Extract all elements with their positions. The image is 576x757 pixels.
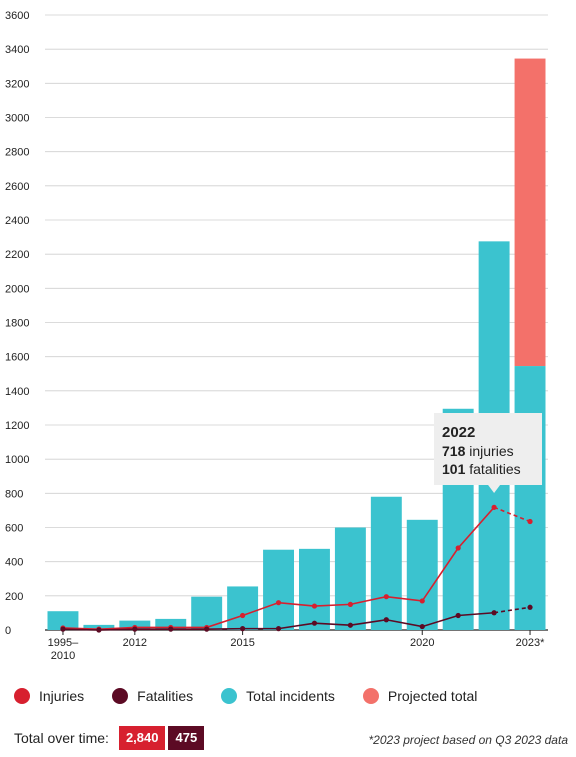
injuries-point [419, 598, 425, 604]
tooltip-box [434, 413, 542, 485]
legend-item-total-incidents: Total incidents [221, 688, 335, 704]
fatalities-point [455, 612, 461, 619]
y-tick-label: 1800 [5, 318, 29, 330]
y-tick-label: 600 [5, 523, 23, 535]
y-tick-label: 0 [5, 625, 11, 637]
injuries-point [240, 612, 246, 619]
injuries-point [527, 518, 533, 525]
fatalities-point [132, 626, 138, 632]
legend-item-projected-total: Projected total [362, 688, 478, 704]
chart-legend: Injuries Fatalities Total incidents Proj… [14, 684, 574, 708]
injuries-point [455, 545, 461, 551]
total-incidents-bar [299, 548, 330, 630]
x-tick-label: 1995– [48, 637, 79, 649]
projected-total-bar [514, 58, 546, 367]
injuries-point [311, 603, 318, 609]
y-tick-label: 2600 [5, 181, 29, 193]
y-tick-label: 1600 [5, 352, 29, 364]
y-tick-label: 2800 [5, 147, 29, 159]
totals-row: Total over time: 2,840 475 [14, 725, 207, 751]
x-tick-label: 2015 [230, 637, 254, 649]
tooltip-fatalities: 101 fatalities [442, 461, 521, 477]
fatalities-point [347, 622, 353, 628]
totals-label: Total over time: [14, 730, 109, 746]
y-tick-label: 3600 [5, 10, 29, 22]
incidents-chart: 0 200 400 600 800 1000 1200 1400 1600 1800 2000 220… [5, 10, 548, 662]
fatalities-point [240, 626, 246, 632]
fatalities-point [204, 626, 210, 632]
injuries-point [383, 594, 389, 600]
legend-item-fatalities: Fatalities [112, 688, 193, 704]
y-tick-label: 2200 [5, 249, 29, 261]
fatalities-point [311, 620, 318, 626]
tooltip-pointer [488, 485, 501, 493]
x-tick-label: 2010 [51, 650, 75, 662]
total-incidents-bar [514, 366, 546, 630]
footnote: *2023 project based on Q3 2023 data [368, 733, 569, 747]
total-incidents-bar [406, 519, 438, 630]
y-tick-label: 400 [5, 557, 23, 569]
total-incidents-bar [227, 586, 259, 630]
x-tick-label: 2023* [516, 637, 545, 649]
legend-label-fatalities: Fatalities [137, 688, 194, 704]
fatalities-point [419, 623, 425, 630]
tooltip-year: 2022 [442, 424, 475, 441]
injuries-point [491, 504, 497, 510]
fatalities-point [60, 626, 66, 632]
total-injuries-badge: 2,840 [118, 726, 166, 750]
y-tick-label: 1400 [5, 386, 29, 398]
y-tick-label: 3000 [5, 113, 29, 125]
y-tick-label: 3200 [5, 78, 29, 90]
total-incidents-bar [334, 527, 366, 630]
y-tick-label: 200 [5, 591, 23, 603]
fatalities-point [168, 626, 174, 632]
total-fatalities-badge: 475 [168, 726, 205, 750]
total-incidents-bar [155, 618, 187, 630]
injuries-point [347, 601, 353, 607]
total-incidents-bar [370, 496, 402, 630]
total-incidents-legend-dot-icon [221, 688, 238, 704]
x-tick-label: 2020 [410, 637, 434, 649]
total-incidents-bar [263, 549, 294, 630]
total-incidents-bar [47, 611, 79, 630]
y-tick-label: 2400 [5, 215, 29, 227]
fatalities-legend-dot-icon [112, 688, 129, 704]
legend-label-total-incidents: Total incidents [246, 688, 335, 704]
y-tick-label: 1000 [5, 454, 29, 466]
fatalities-point [491, 610, 497, 616]
tooltip-injuries: 718 injuries [442, 443, 514, 459]
injuries-point [275, 600, 282, 606]
y-tick-label: 1200 [5, 420, 29, 432]
legend-label-projected-total: Projected total [387, 688, 478, 704]
legend-item-injuries: Injuries [14, 688, 84, 704]
fatalities-point [275, 626, 282, 632]
y-tick-label: 800 [5, 488, 23, 500]
y-tick-label: 3400 [5, 44, 29, 56]
fatalities-point [527, 604, 533, 610]
legend-label-injuries: Injuries [39, 688, 85, 704]
fatalities-point [96, 627, 102, 633]
projected-total-legend-dot-icon [362, 688, 379, 704]
y-tick-label: 2000 [5, 283, 29, 295]
fatalities-projected-line [493, 606, 531, 614]
x-tick-label: 2012 [123, 637, 147, 649]
injuries-legend-dot-icon [14, 688, 30, 704]
fatalities-point [383, 617, 389, 623]
